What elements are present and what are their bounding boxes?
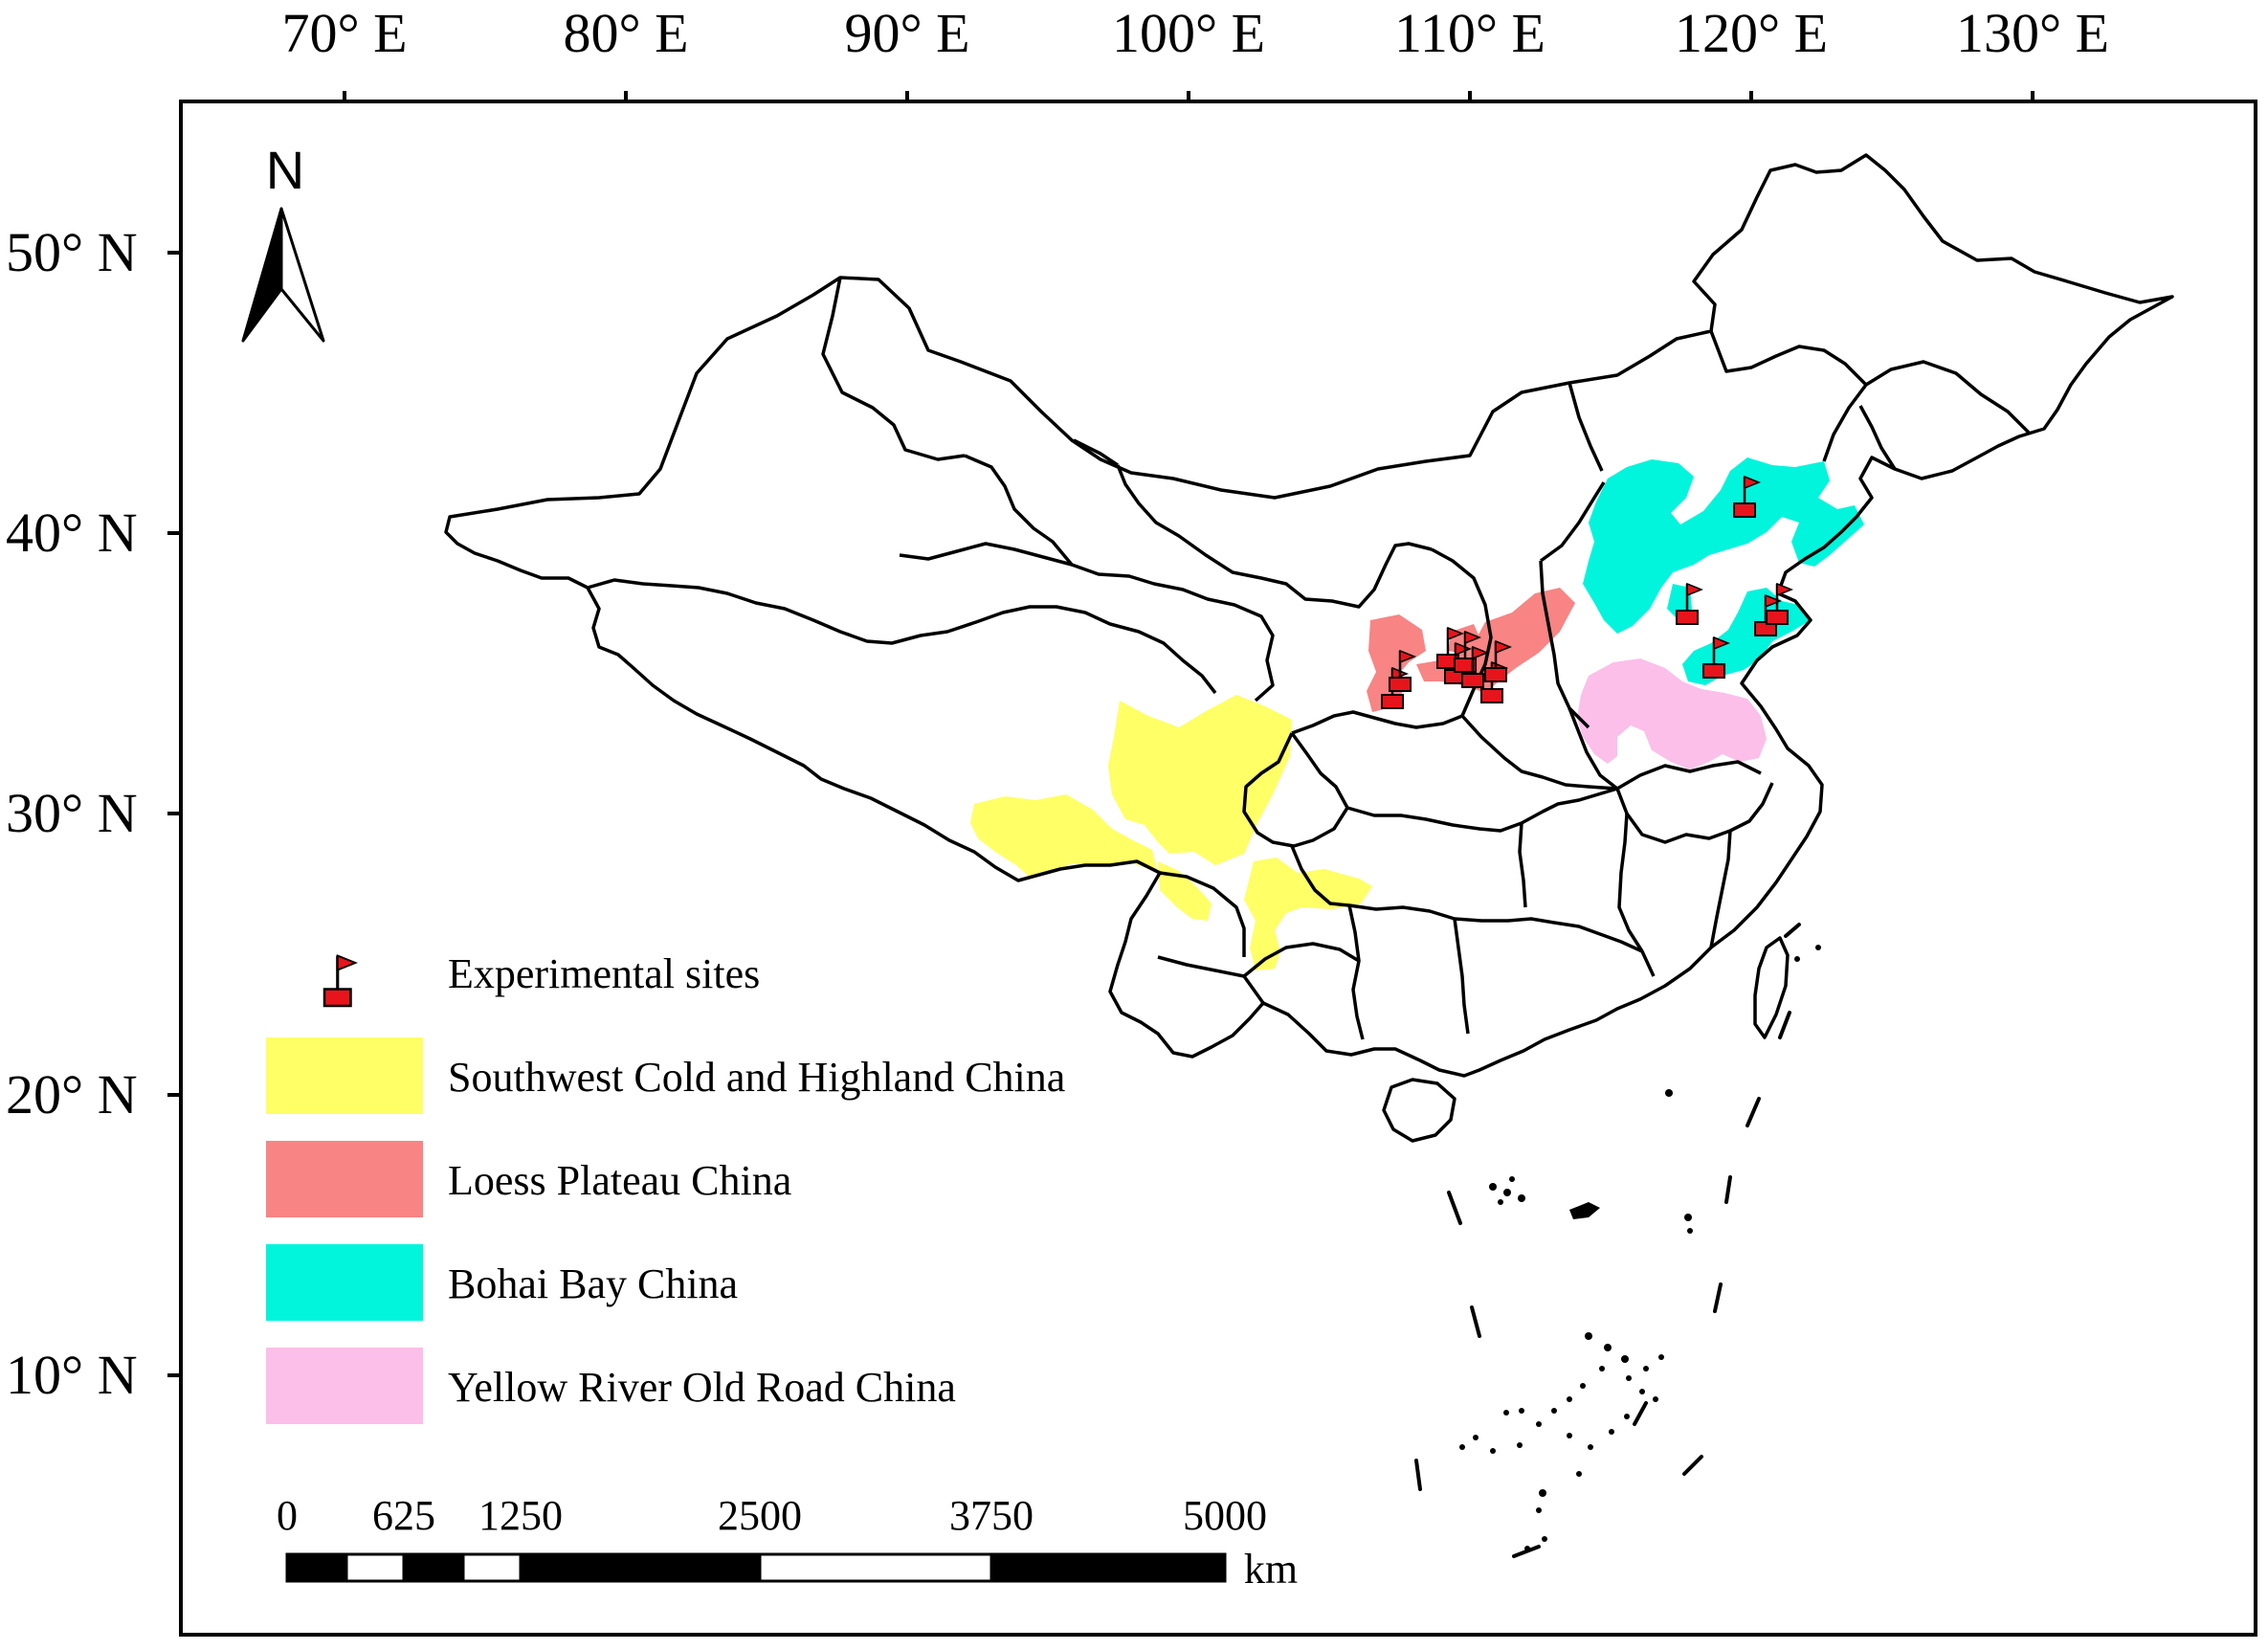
latitude-label-30n: 30° N — [6, 782, 138, 844]
scale-bar-graphic — [285, 1552, 1227, 1583]
region-southwest-cold-highland — [970, 695, 1372, 970]
scale-tick-2500: 2500 — [718, 1492, 802, 1539]
legend-swatch-loess — [266, 1141, 423, 1217]
region-yellow-river-old-road — [1577, 658, 1767, 769]
graticule-ticks — [167, 91, 2035, 1377]
latitude-label-50n: 50° N — [6, 221, 138, 283]
south-china-sea-nine-dash — [1414, 923, 1801, 1558]
legend-label-southwest: Southwest Cold and Highland China — [448, 1054, 1066, 1101]
longitude-label-80e: 80° E — [563, 2, 689, 64]
longitude-label-120e: 120° E — [1674, 2, 1829, 64]
scale-tick-3750: 3750 — [949, 1492, 1034, 1539]
legend-swatch-southwest — [266, 1037, 423, 1114]
legend-label-bohai: Bohai Bay China — [448, 1260, 739, 1307]
legend-site-flag-icon — [322, 953, 358, 1008]
china-outline — [444, 153, 2174, 1143]
scale-tick-5000: 5000 — [1183, 1492, 1267, 1539]
legend-swatch-bohai — [266, 1244, 423, 1321]
north-arrow-letter: N — [265, 140, 305, 200]
scale-unit: km — [1243, 1546, 1299, 1593]
latitude-label-40n: 40° N — [6, 502, 138, 564]
map-frame — [179, 100, 2257, 1637]
longitude-label-130e: 130° E — [1955, 2, 2110, 64]
latitude-label-20n: 20° N — [6, 1063, 138, 1126]
longitude-label-110e: 110° E — [1394, 2, 1545, 64]
south-china-sea-islands — [1459, 945, 1821, 1551]
north-arrow-icon — [241, 207, 325, 343]
legend-label-loess: Loess Plateau China — [448, 1157, 792, 1204]
scale-tick-0: 0 — [277, 1492, 298, 1539]
legend-swatch-yellow-river — [266, 1348, 423, 1424]
longitude-label-90e: 90° E — [844, 2, 970, 64]
legend-label-yellow-river: Yellow River Old Road China — [448, 1364, 956, 1411]
longitude-label-70e: 70° E — [281, 2, 408, 64]
legend-label-sites: Experimental sites — [448, 950, 761, 997]
scale-tick-625: 625 — [372, 1492, 435, 1539]
longitude-label-100e: 100° E — [1111, 2, 1266, 64]
scale-tick-1250: 1250 — [478, 1492, 563, 1539]
region-bohai-bay — [1583, 457, 1864, 685]
latitude-label-10n: 10° N — [6, 1344, 138, 1406]
